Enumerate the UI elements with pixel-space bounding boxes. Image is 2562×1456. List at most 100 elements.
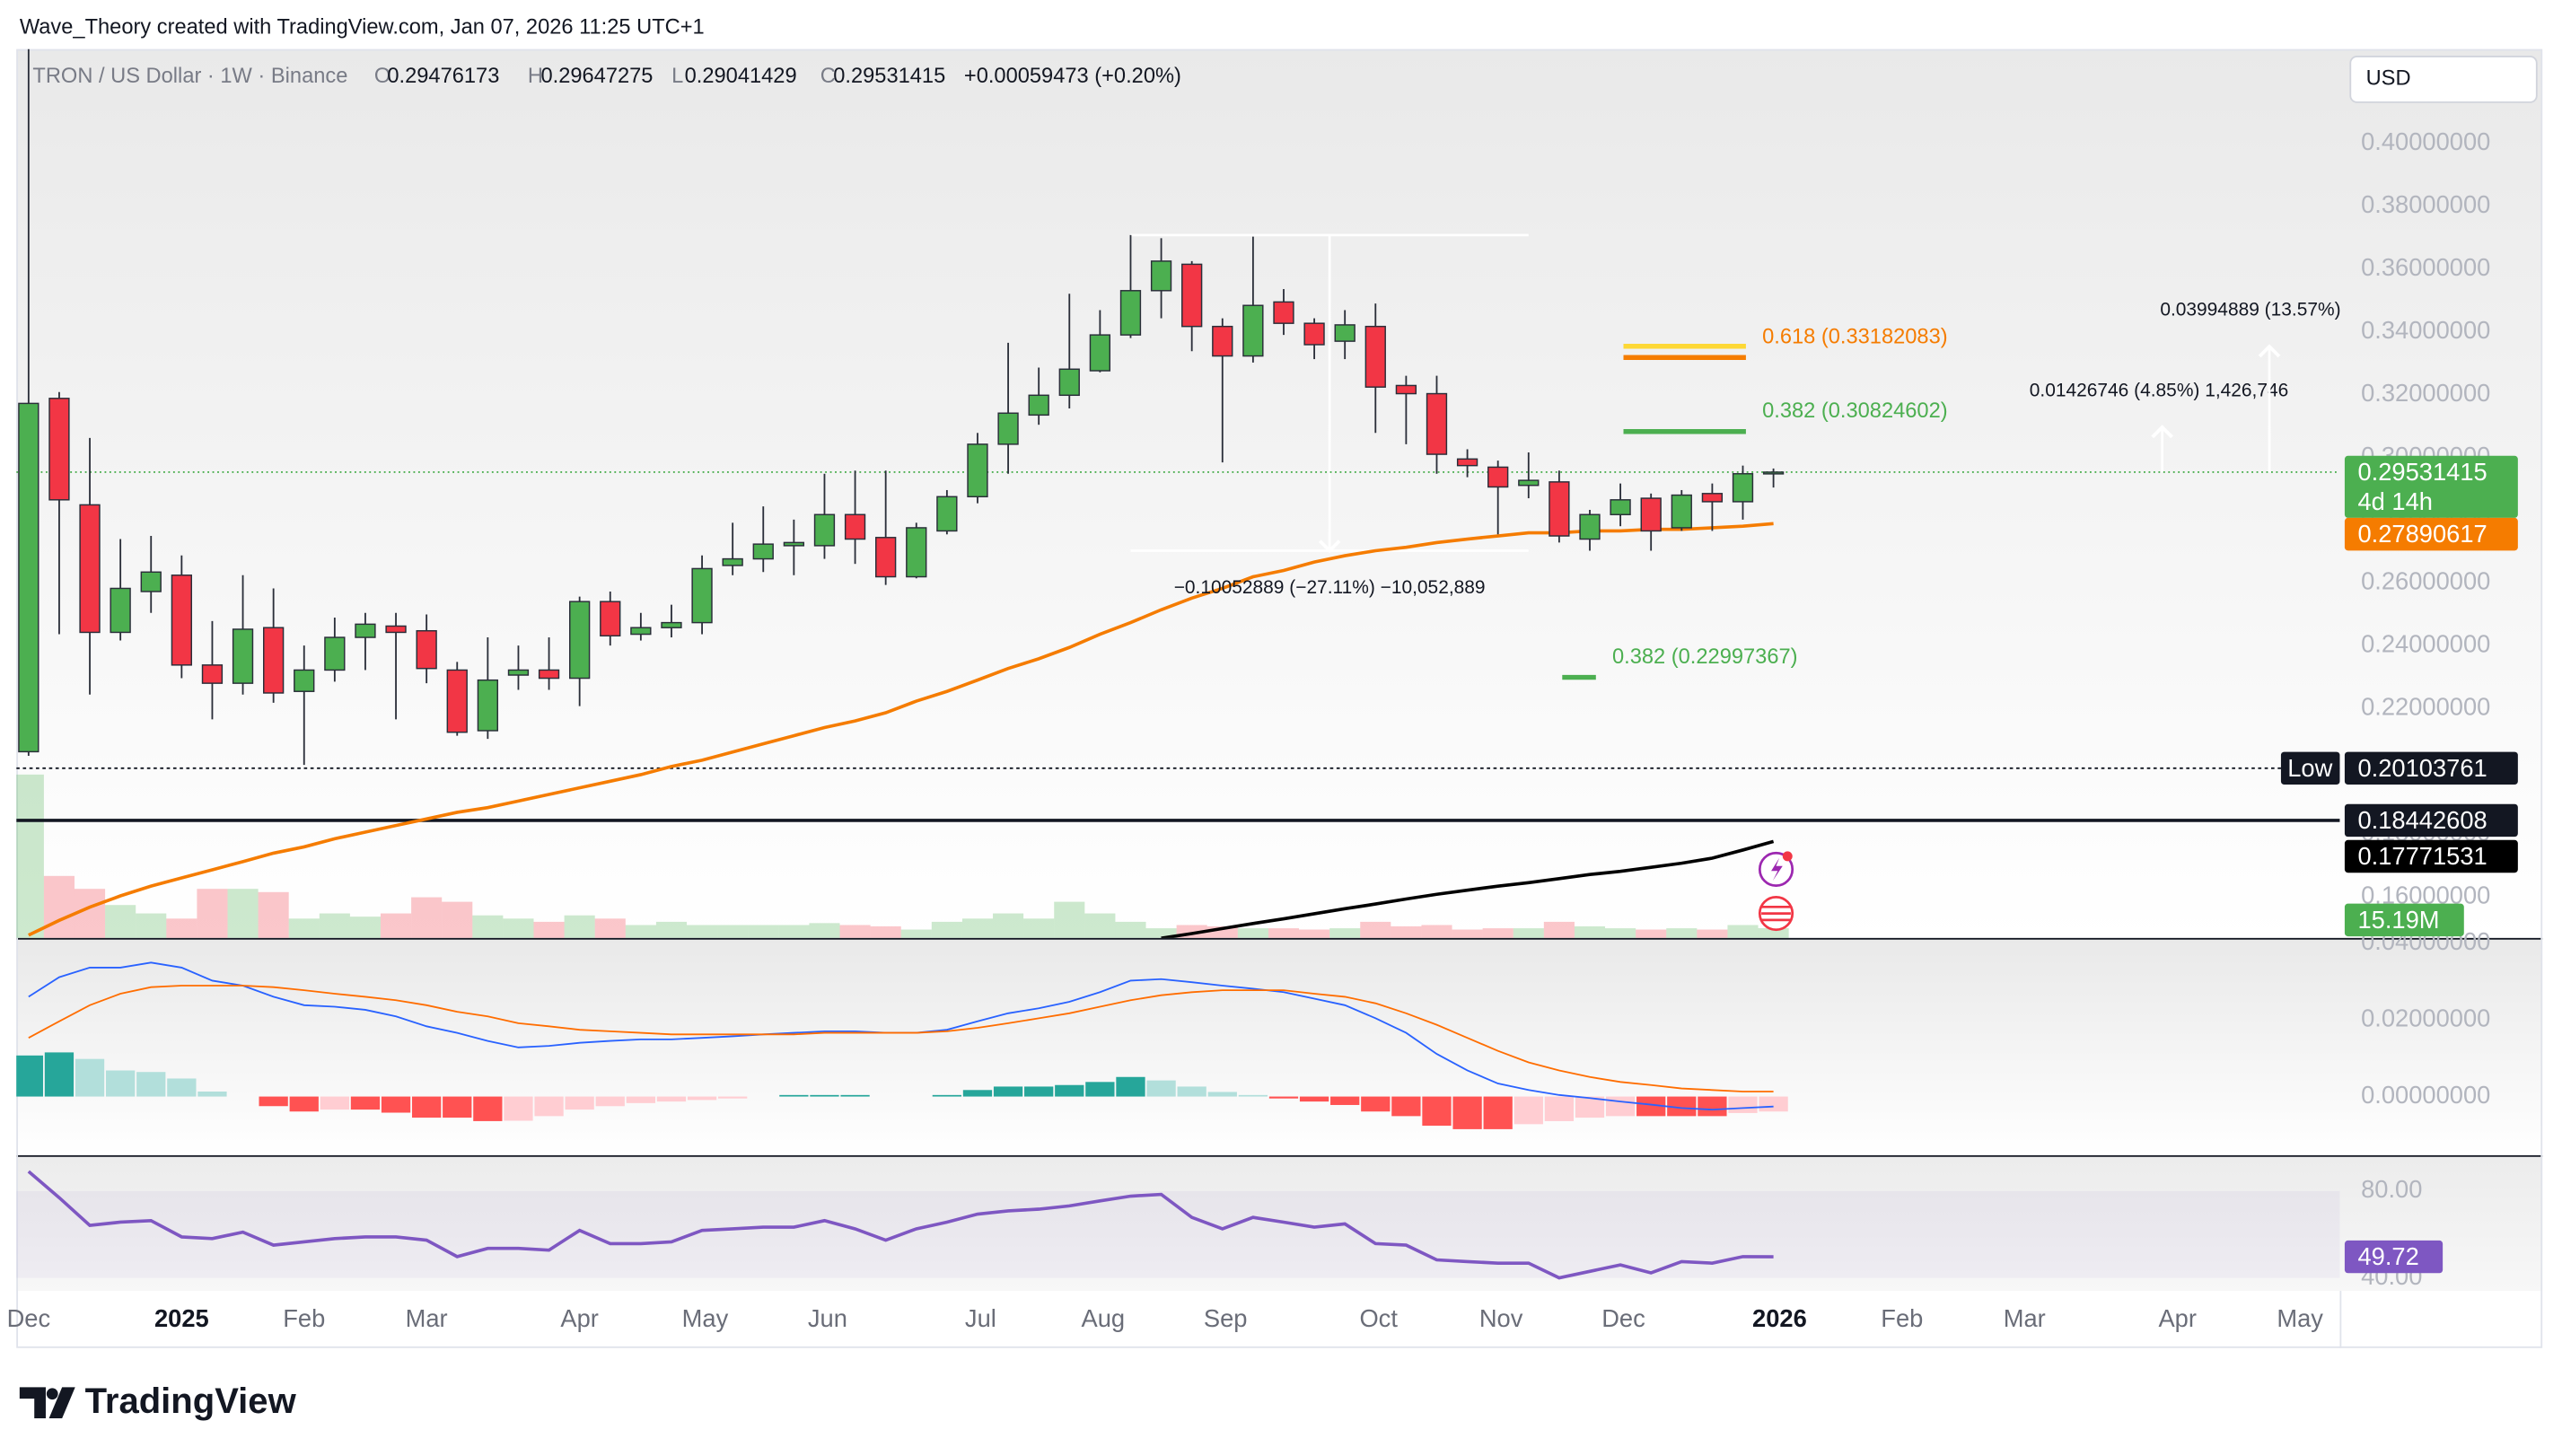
volume-bar [1145,928,1177,938]
volume-bar [931,921,962,938]
macd-histogram-bar [1116,1076,1145,1097]
volume-bar [1084,913,1116,938]
currency[interactable]: USD [2366,67,2411,91]
candle-body [416,629,437,670]
volume-bar [1115,921,1146,938]
candle-body [355,623,376,638]
macd-histogram-bar [1177,1086,1206,1097]
volume-bar [1697,929,1728,938]
volume-bar [1727,925,1759,938]
macd-histogram-bar [504,1096,533,1121]
ma-value: 0.27890617 [2357,520,2487,548]
macd-histogram-bar [1361,1096,1391,1112]
volume-bar [319,913,350,938]
macd-histogram-bar [656,1096,687,1102]
volume-bar [1758,927,1789,938]
volume-bar [1482,928,1514,938]
candle-body [1273,301,1294,324]
candle-body [1549,481,1570,537]
volume-bar [105,905,136,938]
last-price: 0.29531415 [2357,458,2487,486]
measure-label: −0.10052889 (−27.11%) −10,052,889 [1174,577,1486,598]
level-tag-box [2280,751,2340,785]
level-value: 0.20103761 [2357,754,2487,782]
volume-bar [1299,929,1330,938]
candle-body [232,628,254,684]
volume-bar [1513,928,1544,938]
volume-bar [1636,929,1667,938]
signal-line [28,985,1774,1092]
price-pane [16,48,2543,938]
x-tick-label: Aug [1081,1304,1125,1332]
time-axis [16,1291,2543,1348]
macd-histogram-bar [1698,1096,1727,1117]
macd-histogram-bar [1024,1086,1054,1097]
level-value: 0.18442608 [2357,806,2487,834]
macd-histogram-bar [993,1086,1023,1097]
candle-body [1487,466,1509,488]
macd-histogram-bar [443,1096,472,1118]
candle-body [1610,499,1631,515]
rsi-plot [16,1170,2340,1280]
ma-value: 0.17771531 [2357,842,2487,870]
candle-body [1762,471,1785,475]
macd-histogram-bar [1146,1080,1176,1097]
macd-histogram-bar [16,1055,43,1097]
macd-histogram-bar [810,1094,839,1097]
candle-body [1456,458,1478,467]
macd-histogram-bar [1299,1096,1329,1102]
brand: TradingView [19,1381,297,1421]
volume-bar [1268,928,1300,938]
volume-bar [136,913,167,938]
moving-average [1161,839,1775,938]
credit: Wave_Theory created with TradingView.com… [20,15,705,39]
volume-bar [1360,921,1391,938]
x-tick-label: Dec [1601,1304,1645,1332]
macd-histogram-bar [1055,1084,1084,1097]
macd-histogram-bar [932,1094,962,1097]
macd-plot [16,961,1788,1129]
legend-value: 0.29476173 [387,65,499,88]
candle-body [110,587,131,634]
x-tick-label: May [2277,1304,2323,1332]
rsi-value: 49.72 [2357,1242,2418,1270]
volume-bar [442,901,473,938]
y-tick-label: 0.34000000 [2361,316,2490,344]
candle-body [783,541,805,547]
macd-histogram-bar [1238,1094,1268,1097]
level-value-box [2344,751,2518,785]
candle-body [661,621,682,628]
volume-bar [411,897,443,938]
y-tick-label: 0.26000000 [2361,567,2490,595]
volume-bar [1329,928,1361,938]
candle-body [813,513,836,547]
volume-bar [1421,925,1452,938]
price-plot: 0.01426746 (4.85%) 1,426,746 0.03994889 (… [16,48,2340,938]
countdown: 4d 14h [2357,487,2432,515]
chart-border [16,48,2543,1348]
macd-histogram-bar [167,1078,197,1097]
macd-histogram-bar [1483,1096,1513,1129]
symbol: TRON / US Dollar · 1W · Binance [32,65,347,88]
candle-body [1242,304,1264,357]
macd-histogram-bar [1605,1096,1636,1117]
level-tag: Low [2287,754,2332,782]
macd-histogram-bar [534,1096,564,1117]
legend-value: 0.29647275 [540,65,653,88]
currency-button[interactable] [2349,56,2538,103]
candle-body [1334,324,1356,342]
candle-body [1640,497,1662,532]
macd-histogram-bar [565,1096,594,1110]
y-tick-label: 0.40000000 [2361,127,2490,155]
candle-body [967,443,988,498]
fib-label: 0.618 (0.33182083) [1762,326,1948,349]
macd-histogram-bar [1207,1092,1237,1097]
volume-bar [472,915,504,938]
volume-bar [503,918,534,938]
x-tick-label: Dec [7,1304,51,1332]
volume-bar [533,921,565,938]
brand-name: TradingView [85,1381,297,1421]
candle-body [1426,392,1448,455]
macd-histogram-bar [1728,1096,1758,1113]
macd-histogram-bar [289,1096,319,1112]
